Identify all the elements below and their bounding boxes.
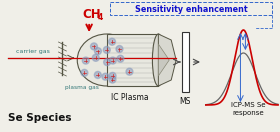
Bar (182, 32, 189, 92)
Circle shape (102, 73, 109, 80)
Circle shape (104, 59, 111, 66)
Circle shape (94, 48, 101, 55)
Text: ICP-MS Se: ICP-MS Se (231, 102, 266, 108)
Circle shape (109, 57, 116, 64)
Circle shape (109, 72, 116, 79)
Text: Sensitivity enhancement: Sensitivity enhancement (135, 4, 247, 13)
Circle shape (109, 38, 116, 45)
Text: plasma gas: plasma gas (65, 86, 99, 91)
Circle shape (94, 71, 101, 78)
Circle shape (90, 43, 97, 50)
Circle shape (92, 54, 99, 61)
Ellipse shape (152, 34, 164, 86)
Circle shape (109, 76, 116, 83)
FancyBboxPatch shape (107, 34, 158, 86)
Circle shape (81, 69, 88, 76)
Text: carrier gas: carrier gas (16, 50, 50, 55)
Circle shape (126, 68, 133, 75)
Text: Se Species: Se Species (8, 113, 71, 123)
Circle shape (117, 55, 124, 62)
Circle shape (116, 46, 123, 53)
Text: CH: CH (82, 8, 101, 20)
Polygon shape (158, 34, 176, 86)
Text: response: response (232, 110, 264, 116)
Text: IC Plasma: IC Plasma (111, 93, 148, 102)
Bar (110, 2, 272, 15)
Circle shape (103, 46, 110, 53)
Polygon shape (158, 44, 169, 76)
Circle shape (82, 57, 89, 64)
Text: MS: MS (179, 98, 191, 107)
Ellipse shape (77, 34, 137, 86)
Text: 4: 4 (98, 13, 103, 22)
